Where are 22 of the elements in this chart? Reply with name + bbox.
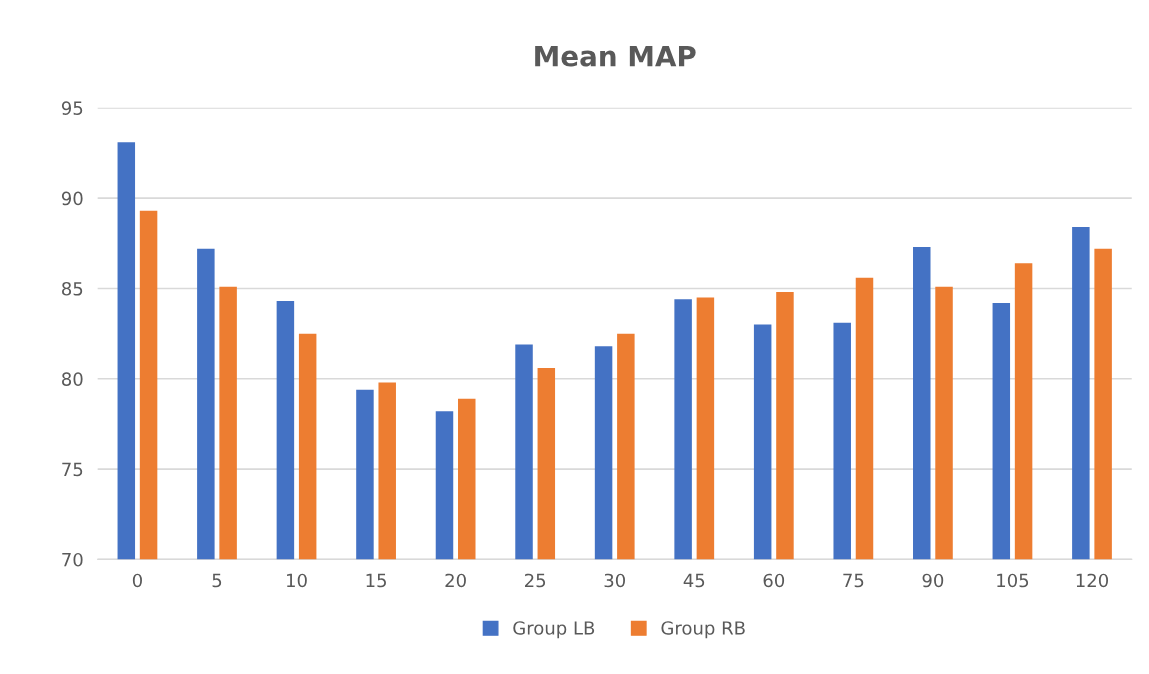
x-tick-label: 15	[366, 573, 386, 588]
x-tick-label: 20	[445, 573, 466, 588]
x-tick-label: 0	[132, 573, 142, 588]
x-tick-label: 5	[212, 573, 222, 588]
legend-label: Group RB	[661, 621, 745, 639]
x-tick-label: 120	[1076, 573, 1109, 588]
x-tick-label: 60	[763, 573, 785, 588]
x-tick-label: 25	[525, 573, 546, 588]
y-tick-label: 70	[62, 552, 83, 567]
chart-title: Mean MAP	[535, 45, 696, 67]
x-tick-label: 105	[997, 573, 1029, 588]
y-tick-label: 85	[62, 281, 83, 296]
y-tick-label: 75	[62, 462, 83, 477]
x-tick-label: 10	[287, 573, 307, 588]
x-tick-label: 90	[922, 573, 944, 588]
x-tick-label: 45	[683, 573, 705, 588]
x-tick-label: 75	[843, 573, 864, 588]
y-tick-label: 90	[61, 191, 83, 206]
legend-label: Group LB	[513, 621, 595, 639]
y-tick-label: 80	[62, 372, 83, 386]
y-tick-label: 95	[61, 101, 83, 115]
x-tick-label: 30	[604, 573, 625, 588]
